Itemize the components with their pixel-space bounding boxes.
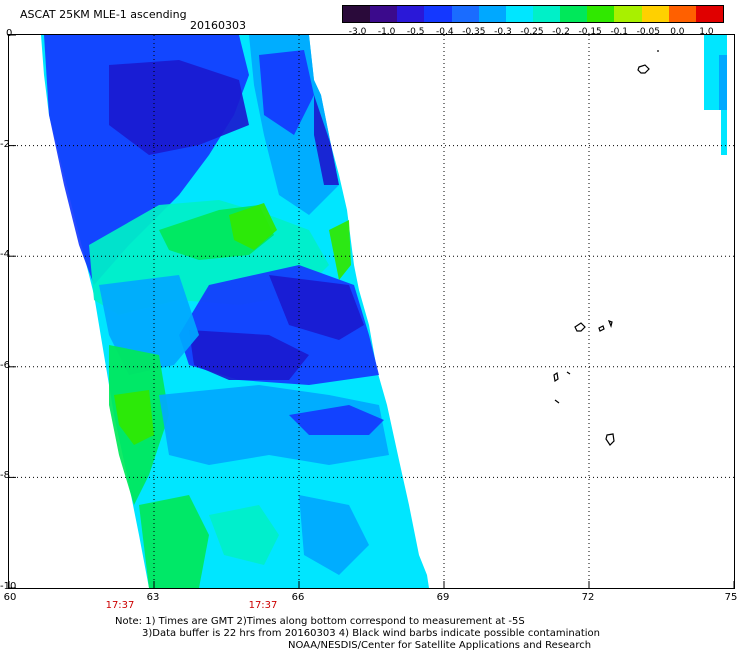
colorbar-tick-label: -0.5 xyxy=(406,27,425,37)
swath-region-north-darkblue xyxy=(109,60,249,155)
island-outline xyxy=(566,371,571,375)
swath-region-central-darkblue xyxy=(269,275,364,340)
colorbar-tick-label: -0.15 xyxy=(578,27,602,37)
swath-region-southeast-lightblue xyxy=(299,495,369,575)
colorbar-tick-label: -1.0 xyxy=(377,27,396,37)
colorbar-segment xyxy=(641,6,670,22)
colorbar-tick-label: -0.25 xyxy=(520,27,544,37)
y-tick-label: 0 xyxy=(6,28,13,39)
map-plot xyxy=(8,34,735,589)
colorbar-labels: -3.0 -1.0 -0.5 -0.4 -0.35 -0.3 -0.25 -0.2 -0.15-… xyxy=(0,0,740,40)
colorbar-segment xyxy=(343,6,371,22)
time-label: 17:37 xyxy=(248,600,278,611)
colorbar-segment xyxy=(695,6,724,22)
colorbar-segment xyxy=(560,6,588,22)
colorbar-segment xyxy=(668,6,697,22)
island-outline xyxy=(637,64,650,74)
swath-region-edge-darkblue xyxy=(314,95,339,185)
footer-note-line1: Note: 1) Times are GMT 2)Times along bot… xyxy=(115,616,525,627)
swath-east-lightblue xyxy=(719,55,727,110)
footer-note-line3: NOAA/NESDIS/Center for Satellite Applica… xyxy=(288,640,592,651)
island-outline xyxy=(607,320,613,328)
swath-region-south-green xyxy=(139,495,209,588)
x-tick-label: 69 xyxy=(436,592,450,603)
colorbar-tick-label: 0.0 xyxy=(670,27,685,37)
colorbar-segment xyxy=(370,6,398,22)
footer-note-line2: 3)Data buffer is 22 hrs from 20160303 4)… xyxy=(142,628,600,639)
y-tick-label: -2 xyxy=(0,138,10,150)
x-tick-label: 72 xyxy=(581,592,595,603)
time-label: 17:37 xyxy=(105,600,135,611)
swath-region-southcentral-lightblue xyxy=(159,385,389,465)
swath-region-south-turquoise xyxy=(209,505,279,565)
colorbar-segment xyxy=(478,6,507,22)
island-outline xyxy=(605,433,615,446)
colorbar-segment xyxy=(505,6,534,22)
colorbar-tick-label: -0.3 xyxy=(494,27,512,37)
colorbar xyxy=(342,5,724,23)
y-tick-label: -8 xyxy=(0,470,10,482)
swath-region-northeast-blue xyxy=(259,50,314,135)
x-tick-label: 75 xyxy=(724,592,738,603)
island-outline xyxy=(553,371,559,383)
island-outline xyxy=(554,399,560,404)
colorbar-tick-label: -0.1 xyxy=(610,27,628,37)
y-tick-label: -10 xyxy=(0,581,17,592)
colorbar-segment xyxy=(533,6,561,22)
y-tick-label: -6 xyxy=(0,359,10,371)
colorbar-segment xyxy=(451,6,480,22)
swath-region-south-darkblue xyxy=(189,330,309,380)
colorbar-tick-label: -0.2 xyxy=(552,27,570,37)
x-tick-label: 66 xyxy=(291,592,305,603)
colorbar-segment xyxy=(614,6,643,22)
colorbar-tick-label: -0.4 xyxy=(435,27,454,37)
colorbar-tick-label: -0.35 xyxy=(462,27,486,37)
colorbar-tick-label: -0.05 xyxy=(636,27,660,37)
island-outline xyxy=(574,322,586,332)
swath-region-mid-greenbright xyxy=(229,203,277,250)
colorbar-tick-label: -3.0 xyxy=(348,27,367,37)
colorbar-segment xyxy=(424,6,453,22)
colorbar-tick-label: 1.0 xyxy=(699,27,714,37)
swath-region-west-greenbright xyxy=(114,390,154,445)
map-date: 20160303 xyxy=(190,19,246,32)
x-tick-label: 60 xyxy=(3,592,17,603)
x-tick-label: 63 xyxy=(146,592,160,603)
swath-region-southcentral-blue xyxy=(289,405,384,435)
map-title: ASCAT 25KM MLE-1 ascending xyxy=(20,8,187,21)
y-tick-label: -4 xyxy=(0,249,10,261)
island-outline xyxy=(598,325,605,332)
colorbar-segment xyxy=(397,6,425,22)
colorbar-segment xyxy=(587,6,615,22)
map-canvas xyxy=(8,34,735,589)
swath-region-edge-greenbright xyxy=(329,220,351,280)
